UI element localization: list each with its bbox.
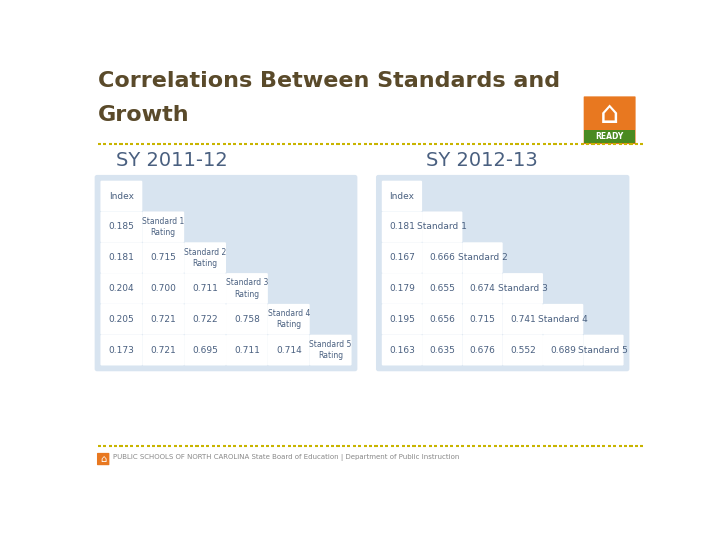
FancyBboxPatch shape [101, 335, 143, 366]
Text: 0.758: 0.758 [234, 315, 260, 324]
Text: 0.181: 0.181 [109, 253, 135, 262]
FancyBboxPatch shape [584, 96, 636, 144]
Text: 0.714: 0.714 [276, 346, 302, 355]
Text: Standard 1
Rating: Standard 1 Rating [142, 217, 184, 237]
Text: SY 2012-13: SY 2012-13 [426, 151, 537, 170]
Text: Standard 3: Standard 3 [498, 284, 548, 293]
Text: 0.173: 0.173 [109, 346, 135, 355]
FancyBboxPatch shape [101, 181, 143, 212]
FancyBboxPatch shape [143, 335, 184, 366]
FancyBboxPatch shape [503, 273, 543, 304]
Text: Standard 4: Standard 4 [539, 315, 588, 324]
Text: 0.185: 0.185 [109, 222, 135, 231]
FancyBboxPatch shape [422, 242, 462, 273]
Text: 0.205: 0.205 [109, 315, 134, 324]
Text: 0.689: 0.689 [550, 346, 576, 355]
FancyBboxPatch shape [94, 175, 357, 372]
FancyBboxPatch shape [97, 453, 109, 465]
Text: 0.700: 0.700 [150, 284, 176, 293]
Text: ⌂: ⌂ [100, 454, 107, 464]
Text: Growth: Growth [98, 105, 189, 125]
Text: 0.674: 0.674 [469, 284, 495, 293]
FancyBboxPatch shape [422, 335, 462, 366]
FancyBboxPatch shape [143, 212, 184, 242]
Text: Standard 2
Rating: Standard 2 Rating [184, 248, 226, 268]
FancyBboxPatch shape [184, 304, 226, 335]
FancyBboxPatch shape [462, 242, 503, 273]
FancyBboxPatch shape [382, 242, 422, 273]
Text: 0.195: 0.195 [389, 315, 415, 324]
Text: 0.181: 0.181 [389, 222, 415, 231]
Text: READY: READY [595, 132, 624, 141]
Text: Standard 2: Standard 2 [458, 253, 508, 262]
Text: 0.741: 0.741 [510, 315, 536, 324]
FancyBboxPatch shape [382, 335, 422, 366]
FancyBboxPatch shape [503, 335, 543, 366]
Text: ⌂: ⌂ [600, 100, 619, 129]
Text: 0.204: 0.204 [109, 284, 134, 293]
Text: 0.167: 0.167 [389, 253, 415, 262]
FancyBboxPatch shape [143, 242, 184, 273]
Text: Standard 4
Rating: Standard 4 Rating [268, 309, 310, 329]
Text: 0.695: 0.695 [192, 346, 218, 355]
Text: 0.179: 0.179 [389, 284, 415, 293]
Text: 0.666: 0.666 [429, 253, 455, 262]
FancyBboxPatch shape [143, 273, 184, 304]
FancyBboxPatch shape [382, 212, 422, 242]
Text: 0.635: 0.635 [429, 346, 455, 355]
Text: 0.656: 0.656 [429, 315, 455, 324]
FancyBboxPatch shape [101, 242, 143, 273]
Text: 0.655: 0.655 [429, 284, 455, 293]
Text: 0.721: 0.721 [150, 346, 176, 355]
FancyBboxPatch shape [184, 273, 226, 304]
FancyBboxPatch shape [583, 335, 624, 366]
FancyBboxPatch shape [422, 273, 462, 304]
Text: SY 2011-12: SY 2011-12 [115, 151, 228, 170]
FancyBboxPatch shape [101, 273, 143, 304]
Text: 0.715: 0.715 [469, 315, 495, 324]
FancyBboxPatch shape [268, 335, 310, 366]
FancyBboxPatch shape [143, 304, 184, 335]
FancyBboxPatch shape [382, 273, 422, 304]
FancyBboxPatch shape [184, 242, 226, 273]
FancyBboxPatch shape [382, 181, 422, 212]
FancyBboxPatch shape [585, 130, 635, 143]
Text: 0.721: 0.721 [150, 315, 176, 324]
FancyBboxPatch shape [184, 335, 226, 366]
FancyBboxPatch shape [382, 304, 422, 335]
Text: 0.722: 0.722 [192, 315, 218, 324]
FancyBboxPatch shape [226, 335, 268, 366]
Text: Correlations Between Standards and: Correlations Between Standards and [98, 71, 560, 91]
FancyBboxPatch shape [376, 175, 629, 372]
Text: 0.711: 0.711 [192, 284, 218, 293]
FancyBboxPatch shape [543, 304, 583, 335]
FancyBboxPatch shape [422, 304, 462, 335]
Text: Standard 1: Standard 1 [418, 222, 467, 231]
FancyBboxPatch shape [422, 212, 462, 242]
FancyBboxPatch shape [462, 273, 503, 304]
Text: 0.163: 0.163 [389, 346, 415, 355]
FancyBboxPatch shape [101, 212, 143, 242]
Text: 0.715: 0.715 [150, 253, 176, 262]
FancyBboxPatch shape [268, 304, 310, 335]
Text: Index: Index [109, 192, 134, 200]
Text: Standard 5
Rating: Standard 5 Rating [310, 340, 352, 360]
Text: 0.711: 0.711 [234, 346, 260, 355]
FancyBboxPatch shape [310, 335, 351, 366]
FancyBboxPatch shape [503, 304, 543, 335]
FancyBboxPatch shape [462, 335, 503, 366]
Text: Standard 3
Rating: Standard 3 Rating [226, 279, 268, 299]
Text: Index: Index [390, 192, 415, 200]
FancyBboxPatch shape [226, 273, 268, 304]
Text: 0.552: 0.552 [510, 346, 536, 355]
Text: Standard 5: Standard 5 [578, 346, 629, 355]
Text: 0.676: 0.676 [469, 346, 495, 355]
FancyBboxPatch shape [226, 304, 268, 335]
FancyBboxPatch shape [462, 304, 503, 335]
FancyBboxPatch shape [543, 335, 583, 366]
Text: PUBLIC SCHOOLS OF NORTH CAROLINA State Board of Education | Department of Public: PUBLIC SCHOOLS OF NORTH CAROLINA State B… [113, 455, 459, 461]
FancyBboxPatch shape [101, 304, 143, 335]
